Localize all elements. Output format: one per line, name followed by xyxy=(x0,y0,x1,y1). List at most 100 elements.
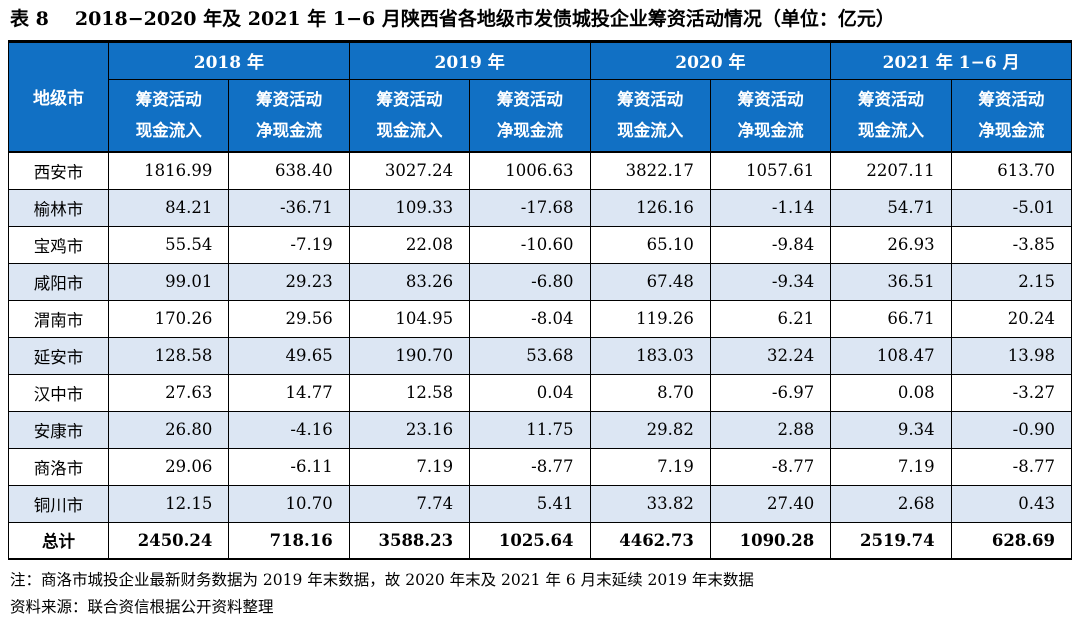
city-cell: 渭南市 xyxy=(8,299,109,338)
value-cell: -3.85 xyxy=(950,225,1073,264)
value-cell: -9.34 xyxy=(709,262,832,301)
value-cell: 170.26 xyxy=(107,299,230,338)
sub-header-net-2018: 筹资活动 净现金流 xyxy=(228,78,350,154)
year-group-2020: 2020 年 xyxy=(589,40,832,80)
value-cell: 26.80 xyxy=(107,410,230,449)
corner-header-city: 地级市 xyxy=(8,40,109,154)
value-cell: 53.68 xyxy=(469,336,591,375)
year-group-2019: 2019 年 xyxy=(348,40,591,80)
value-cell: 54.71 xyxy=(830,188,952,227)
value-cell: 2.15 xyxy=(950,262,1073,301)
value-cell: 1025.64 xyxy=(469,521,591,560)
value-cell: 67.48 xyxy=(589,262,711,301)
value-cell: 1006.63 xyxy=(469,151,591,190)
value-cell: 2450.24 xyxy=(107,521,230,560)
city-cell: 商洛市 xyxy=(8,447,109,486)
table-number-label: 表 8 xyxy=(10,8,49,30)
value-cell: 183.03 xyxy=(589,336,711,375)
city-cell: 铜川市 xyxy=(8,484,109,523)
table-row: 渭南市 170.26 29.56 104.95 -8.04 119.26 6.21 66.71… xyxy=(8,299,1073,338)
city-cell: 榆林市 xyxy=(8,188,109,227)
value-cell: 26.93 xyxy=(830,225,952,264)
table-row: 汉中市 27.63 14.77 12.58 0.04 8.70 -6.97 0.08 -3.27 xyxy=(8,373,1073,412)
value-cell: 32.24 xyxy=(709,336,832,375)
value-cell: 128.58 xyxy=(107,336,230,375)
sub-header-row: 筹资活动 现金流入 筹资活动 净现金流 筹资活动 现金流入 筹资活动 净现金流 筹资活动… xyxy=(9,78,1073,154)
value-cell: -6.97 xyxy=(709,373,832,412)
table-row: 宝鸡市 55.54 -7.19 22.08 -10.60 65.10 -9.84 26.93-… xyxy=(8,225,1073,264)
value-cell: 83.26 xyxy=(348,262,471,301)
value-cell: 8.70 xyxy=(589,373,711,412)
value-cell: 2207.11 xyxy=(830,151,952,190)
value-cell: 104.95 xyxy=(348,299,471,338)
value-cell: 55.54 xyxy=(107,225,230,264)
city-cell: 安康市 xyxy=(8,410,109,449)
value-cell: -10.60 xyxy=(469,225,591,264)
value-cell: 27.40 xyxy=(709,484,832,523)
value-cell: -0.90 xyxy=(950,410,1073,449)
table-footnotes: 注：商洛市城投企业最新财务数据为 2019 年末数据，故 2020 年末及 20… xyxy=(10,567,1072,621)
value-cell: 0.08 xyxy=(830,373,952,412)
sub-header-net-2020: 筹资活动 净现金流 xyxy=(709,78,832,154)
table-header: 地级市 2018 年 2019 年 2020 年 2021 年 1−6 月 筹资… xyxy=(8,40,1073,154)
value-cell: 108.47 xyxy=(830,336,952,375)
value-cell: -17.68 xyxy=(469,188,591,227)
sub-header-inflow-2018: 筹资活动 现金流入 xyxy=(107,78,230,154)
year-group-row: 地级市 2018 年 2019 年 2020 年 2021 年 1−6 月 xyxy=(8,40,1072,154)
value-cell: -5.01 xyxy=(950,188,1073,227)
value-cell: 638.40 xyxy=(228,151,350,190)
value-cell: 49.65 xyxy=(228,336,350,375)
value-cell: 33.82 xyxy=(589,484,711,523)
value-cell: 9.34 xyxy=(830,410,952,449)
value-cell: -8.77 xyxy=(950,447,1073,486)
value-cell: -6.80 xyxy=(469,262,591,301)
table-row: 商洛市 29.06 -6.11 7.19 -8.77 7.19 -8.77 7.19 -8.77 xyxy=(8,447,1073,486)
value-cell: 22.08 xyxy=(348,225,471,264)
value-cell: 66.71 xyxy=(830,299,952,338)
value-cell: 29.23 xyxy=(228,262,350,301)
value-cell: -6.11 xyxy=(228,447,350,486)
value-cell: 29.82 xyxy=(589,410,711,449)
value-cell: 1816.99 xyxy=(107,151,230,190)
value-cell: 7.19 xyxy=(589,447,711,486)
city-cell: 延安市 xyxy=(8,336,109,375)
value-cell: 13.98 xyxy=(950,336,1073,375)
table-title: 表 8 2018−2020 年及 2021 年 1−6 月陕西省各地级市发债城投企… xyxy=(10,6,1072,33)
value-cell: 10.70 xyxy=(228,484,350,523)
value-cell: -9.84 xyxy=(709,225,832,264)
value-cell: 3822.17 xyxy=(589,151,711,190)
value-cell: 29.06 xyxy=(107,447,230,486)
table-row: 榆林市 84.21 -36.71 109.33 -17.68 126.16 -1.14 54.… xyxy=(8,188,1073,227)
sub-header-net-2021h1: 筹资活动 净现金流 xyxy=(950,78,1073,154)
table-row: 延安市 128.58 49.65 190.70 53.68 183.03 32.24 108.… xyxy=(8,336,1073,375)
value-cell: 628.69 xyxy=(950,521,1073,560)
value-cell: 119.26 xyxy=(589,299,711,338)
year-group-2018: 2018 年 xyxy=(108,40,350,80)
value-cell: 29.56 xyxy=(228,299,350,338)
value-cell: -36.71 xyxy=(228,188,350,227)
year-group-2021h1: 2021 年 1−6 月 xyxy=(830,40,1072,80)
city-cell: 西安市 xyxy=(8,151,109,190)
sub-header-inflow-2021h1: 筹资活动 现金流入 xyxy=(830,78,952,154)
table-row: 西安市 1816.99 638.40 3027.24 1006.63 3822.17 105… xyxy=(8,151,1073,190)
financing-activity-table: 地级市 2018 年 2019 年 2020 年 2021 年 1−6 月 筹资… xyxy=(8,39,1073,561)
value-cell: 20.24 xyxy=(950,299,1073,338)
value-cell: 126.16 xyxy=(589,188,711,227)
value-cell: 7.19 xyxy=(830,447,952,486)
table-row: 铜川市 12.15 10.70 7.74 5.41 33.82 27.40 2.68 0.43 xyxy=(8,484,1073,523)
value-cell: 11.75 xyxy=(469,410,591,449)
value-cell: 14.77 xyxy=(228,373,350,412)
value-cell: 99.01 xyxy=(107,262,230,301)
table-row-total: 总计 2450.24 718.16 3588.23 1025.64 4462.73 1090… xyxy=(8,521,1073,560)
value-cell: 1057.61 xyxy=(709,151,832,190)
value-cell: 6.21 xyxy=(709,299,832,338)
source-text: 资料来源：联合资信根据公开资料整理 xyxy=(10,598,274,617)
value-cell: 65.10 xyxy=(589,225,711,264)
city-cell: 总计 xyxy=(8,521,109,560)
table-row: 安康市 26.80 -4.16 23.16 11.75 29.82 2.88 9.34 -0.9… xyxy=(8,410,1073,449)
value-cell: 718.16 xyxy=(228,521,350,560)
value-cell: 7.74 xyxy=(348,484,471,523)
city-cell: 汉中市 xyxy=(8,373,109,412)
value-cell: 3027.24 xyxy=(348,151,471,190)
table-title-text: 2018−2020 年及 2021 年 1−6 月陕西省各地级市发债城投企业筹资… xyxy=(74,8,895,30)
